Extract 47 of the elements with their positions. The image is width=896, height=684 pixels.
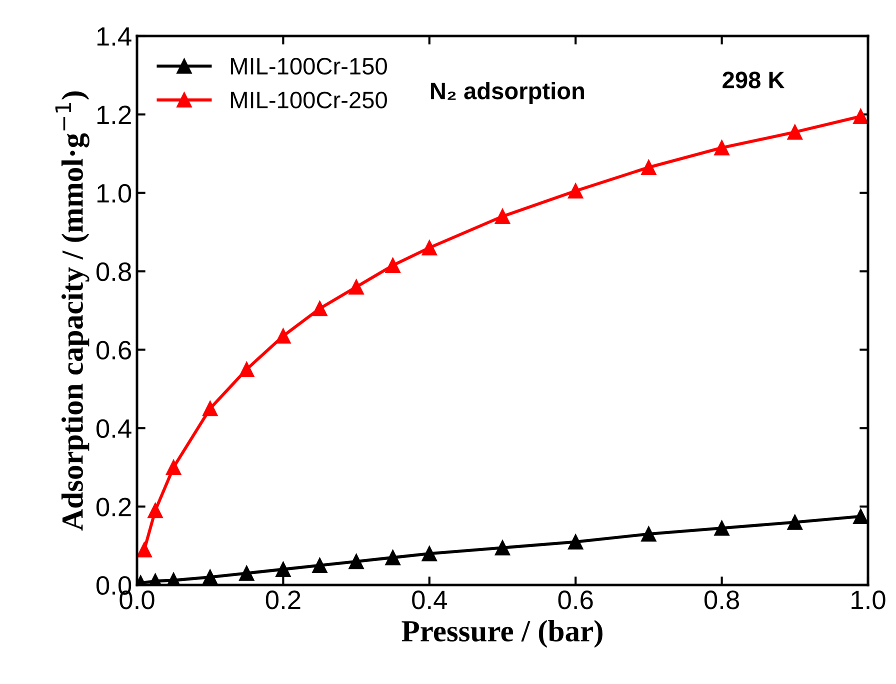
x-tick-label: 0.8 [704,590,739,610]
point [714,520,730,536]
x-tick-label: 1.0 [852,590,886,610]
point [312,300,328,316]
point [385,258,400,274]
point [385,550,400,566]
point [853,108,868,124]
x-tick-label: 0.2 [266,590,300,610]
point [137,542,152,558]
y-tick-label: 0.4 [96,419,132,438]
point [422,546,438,562]
y-tick-label: 0.2 [96,498,131,516]
point [239,566,254,581]
point [312,558,328,574]
point [494,540,510,556]
x-tick-label: 0.6 [558,590,593,610]
point [714,140,730,156]
point [568,534,584,550]
point [276,562,291,577]
point [853,508,868,524]
annotation: 298 K [722,72,785,88]
point [166,460,182,475]
point [202,400,218,416]
annotation: N₂ adsorption [430,82,584,104]
point [787,514,803,530]
legend-label: MIL-100Cr-250 [231,92,387,108]
y-tick-label: 0.6 [96,340,131,360]
point [148,502,163,518]
point [641,526,656,542]
point [568,183,584,199]
x-axis-title: Pressure / (bar) [402,620,602,648]
point [202,570,218,585]
y-tick-label: 1.4 [97,27,132,46]
point [422,240,438,256]
point [239,362,254,377]
point [494,208,510,224]
x-tick-label: 0.4 [412,590,447,610]
point [787,124,803,140]
point [348,554,364,570]
y-axis-title: Adsorption capacity / (mmol·g$^{−1}$) [55,91,90,531]
point [641,160,656,176]
point [276,328,291,344]
y-tick-label: 1.0 [97,184,132,203]
y-tick-label: 0.8 [96,262,131,282]
legend-label: MIL-100Cr-150 [231,58,387,75]
y-tick-label: 1.2 [97,106,131,124]
point [348,279,364,295]
